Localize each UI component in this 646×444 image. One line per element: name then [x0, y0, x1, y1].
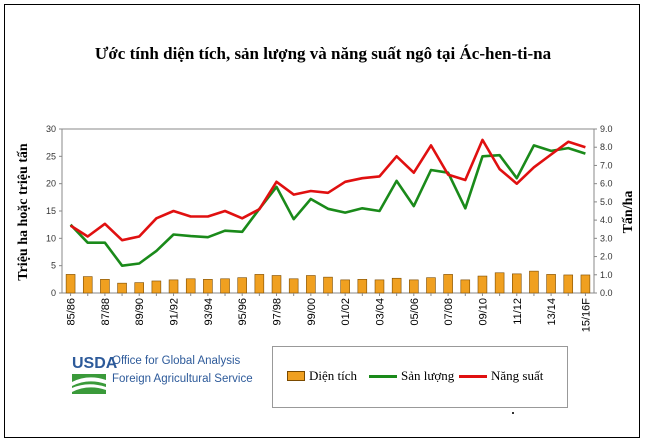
- y-right-tick-label: 7.0: [600, 160, 613, 170]
- legend-swatch-production: [369, 374, 397, 378]
- x-tick-label: 09/10: [478, 298, 490, 326]
- legend-label-yield: Năng suất: [491, 368, 544, 383]
- bar-dien-tich: [477, 275, 488, 294]
- bar-dien-tich: [288, 278, 299, 294]
- logo-line2: Foreign Agricultural Service: [112, 373, 253, 385]
- legend-swatch-area: [287, 371, 305, 381]
- x-tick-label: 97/98: [272, 298, 284, 326]
- chart-legend: Diện tích Sản lượng Năng suất: [272, 346, 568, 408]
- y-right-tick-label: 5.0: [600, 197, 613, 207]
- y-right-tick-label: 6.0: [600, 179, 613, 189]
- y-right-tick-label: 1.0: [600, 270, 613, 280]
- bar-dien-tich: [117, 282, 127, 294]
- x-tick-label: 95/96: [237, 298, 249, 326]
- y-right-tick-label: 2.0: [600, 252, 613, 262]
- bar-dien-tich: [460, 279, 471, 294]
- bar-dien-tich: [254, 274, 265, 294]
- bar-dien-tich: [443, 274, 453, 294]
- bar-dien-tich: [203, 279, 213, 294]
- y-right-tick-label: 0.0: [600, 288, 613, 298]
- bar-dien-tich: [306, 275, 316, 294]
- bar-dien-tich: [563, 274, 574, 294]
- legend-label-area: Diện tích: [309, 368, 358, 383]
- bar-dien-tich: [546, 274, 556, 294]
- bar-dien-tich: [100, 279, 110, 294]
- bar-dien-tich: [65, 274, 76, 294]
- bar-dien-tich: [374, 279, 385, 294]
- y-left-tick-label: 10: [46, 233, 56, 243]
- x-tick-label: 89/90: [134, 298, 146, 326]
- y-right-tick-label: 4.0: [600, 215, 613, 225]
- bar-dien-tich: [580, 274, 591, 294]
- x-tick-label: 07/08: [443, 298, 455, 326]
- stray-dot: [512, 412, 514, 414]
- line-san-luong: [69, 144, 586, 268]
- bar-dien-tich: [185, 278, 196, 294]
- bar-dien-tich: [340, 279, 350, 294]
- bar-dien-tich: [494, 272, 505, 294]
- bar-dien-tich: [220, 278, 230, 294]
- chart-title: Ước tính diện tích, sản lượng và năng su…: [94, 44, 552, 63]
- bar-dien-tich: [82, 276, 93, 294]
- line-nang-suat: [69, 138, 586, 242]
- legend-label-production: Sản lượng: [401, 368, 455, 383]
- x-tick-label: 03/04: [375, 298, 387, 326]
- bar-dien-tich: [151, 280, 162, 294]
- usda-brand: USDA: [72, 355, 118, 372]
- bar-dien-tich: [529, 270, 539, 294]
- y-right-tick-label: 8.0: [600, 142, 613, 152]
- bar-dien-tich: [271, 275, 282, 294]
- x-tick-label: 15/16F: [580, 298, 592, 333]
- x-tick-label: 01/02: [340, 298, 352, 326]
- y-left-tick-label: 20: [46, 179, 56, 189]
- legend-item-production: Sản lượng: [369, 368, 454, 384]
- y-left-tick-label: 30: [46, 124, 56, 134]
- bar-dien-tich: [168, 279, 179, 294]
- bar-dien-tich: [134, 282, 144, 294]
- y-left-tick-label: 5: [51, 261, 56, 271]
- bar-dien-tich: [237, 277, 247, 294]
- legend-item-area: Diện tích: [287, 368, 357, 384]
- x-tick-label: 05/06: [409, 298, 421, 326]
- x-tick-label: 87/88: [100, 298, 112, 326]
- x-tick-label: 91/92: [169, 298, 181, 326]
- x-tick-label: 85/86: [66, 298, 78, 326]
- logo-line1: Office for Global Analysis: [112, 355, 241, 367]
- bar-dien-tich: [512, 273, 522, 294]
- bar-dien-tich: [323, 276, 333, 294]
- legend-swatch-yield: [459, 374, 487, 378]
- y-right-tick-label: 9.0: [600, 124, 613, 134]
- usda-logo: USDA Office for Global Analysis Foreign …: [68, 346, 258, 396]
- y-left-tick-label: 15: [46, 206, 56, 216]
- plot-area: [61, 128, 595, 294]
- legend-item-yield: Năng suất: [459, 368, 543, 384]
- bar-dien-tich: [426, 277, 436, 294]
- y-right-tick-label: 3.0: [600, 233, 613, 243]
- y-left-tick-label: 0: [51, 288, 56, 298]
- y-left-tick-label: 25: [46, 151, 56, 161]
- x-tick-label: 11/12: [512, 298, 524, 325]
- bar-dien-tich: [357, 279, 368, 294]
- bar-dien-tich: [391, 277, 402, 294]
- x-tick-label: 13/14: [546, 298, 558, 326]
- y-axis-left-label: Triệu ha hoặc triệu tấn: [16, 143, 31, 281]
- x-tick-label: 93/94: [203, 298, 215, 326]
- y-axis-right-label: Tấn/ha: [621, 191, 636, 234]
- x-tick-label: 99/00: [306, 298, 318, 326]
- bar-dien-tich: [409, 279, 419, 294]
